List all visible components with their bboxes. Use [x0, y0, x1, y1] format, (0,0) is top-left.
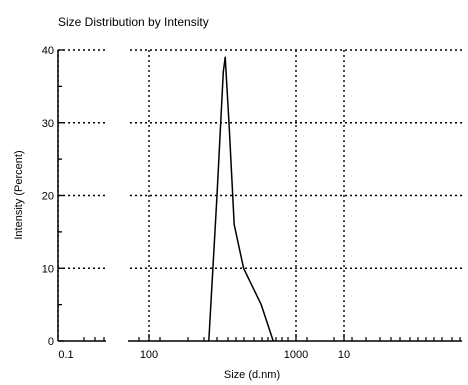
- y-tick-label: 0: [48, 336, 54, 348]
- series-group: [208, 56, 274, 342]
- data-point: [216, 194, 218, 197]
- y-axis-label: Intensity (Percent): [13, 150, 25, 239]
- x-tick-label: 1000: [284, 349, 308, 361]
- x-tick-label: 10: [338, 349, 350, 361]
- chart-title: Size Distribution by Intensity: [58, 15, 209, 29]
- x-tick-label: 100: [140, 349, 158, 361]
- y-tick-label: 20: [42, 191, 54, 203]
- y-tick-label: 30: [42, 118, 54, 130]
- data-point: [222, 71, 224, 73]
- tick-marks: [58, 49, 461, 342]
- x-axis-label: Size (d.nm): [224, 369, 280, 381]
- data-point: [260, 304, 262, 306]
- data-point: [272, 340, 274, 342]
- data-point: [233, 224, 235, 226]
- data-point: [224, 56, 226, 58]
- grid-lines: [57, 49, 462, 341]
- data-point: [208, 340, 210, 342]
- y-tick-label: 40: [42, 45, 54, 57]
- series-line: [208, 56, 274, 342]
- data-point: [228, 122, 230, 124]
- y-tick-label: 10: [42, 263, 54, 275]
- tick-labels: 0 10 20 30 40 0.1 100 1000 10: [42, 45, 350, 361]
- data-point: [242, 267, 245, 269]
- x-tick-label: 0.1: [58, 349, 73, 361]
